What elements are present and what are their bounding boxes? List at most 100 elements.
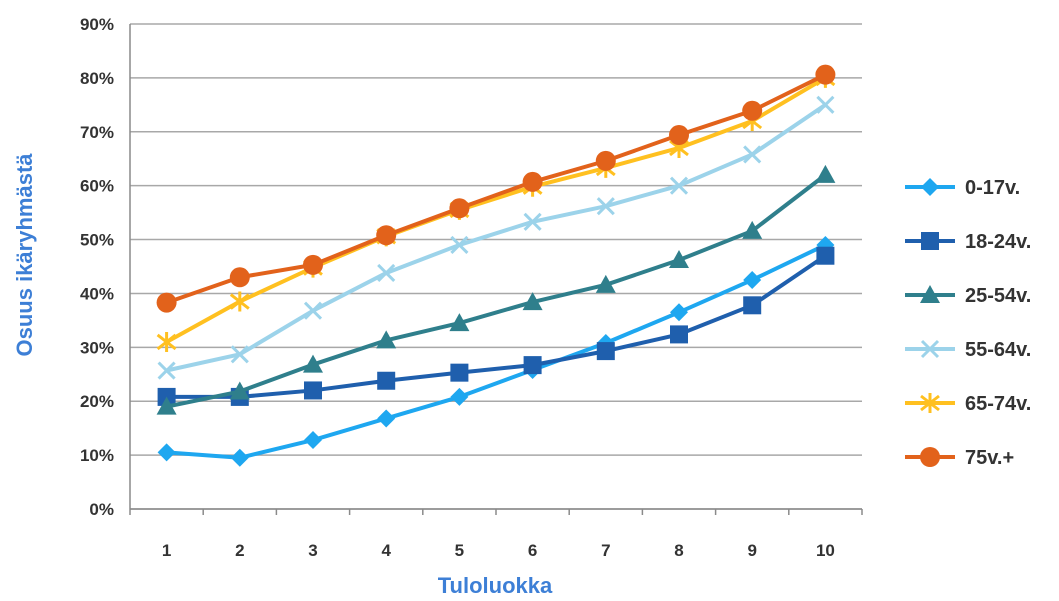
y-tick-label: 10% bbox=[80, 446, 114, 465]
data-point bbox=[156, 331, 177, 352]
data-point bbox=[229, 267, 250, 288]
data-point bbox=[450, 387, 469, 406]
gridlines bbox=[130, 23, 862, 510]
legend-item: 75v.+ bbox=[905, 447, 1014, 469]
data-point bbox=[230, 448, 249, 467]
data-point bbox=[156, 396, 177, 415]
data-point bbox=[304, 431, 322, 450]
axes: 0% 10% 20% 30% 40% 50% 60% 70% 80% 90% 1 2 3 4 5 6 7 8 9 10 bbox=[80, 15, 863, 560]
y-tick-label: 20% bbox=[80, 392, 114, 411]
x-tick-label: 1 bbox=[162, 541, 171, 560]
legend-label: 55-64v. bbox=[965, 339, 1031, 361]
data-point bbox=[670, 325, 688, 344]
data-point bbox=[523, 356, 542, 375]
series-75v.+ bbox=[156, 64, 836, 313]
data-point bbox=[742, 100, 763, 121]
x-tick-label: 8 bbox=[674, 541, 683, 560]
data-point bbox=[229, 381, 250, 400]
x-tick-label: 5 bbox=[455, 541, 464, 560]
y-tick-label: 80% bbox=[80, 69, 114, 88]
data-point bbox=[156, 292, 177, 313]
legend-label: 75v.+ bbox=[965, 447, 1014, 469]
series-0-17v. bbox=[157, 235, 835, 467]
data-point bbox=[449, 198, 470, 219]
data-point bbox=[670, 303, 688, 322]
legend-item: 0-17v. bbox=[905, 177, 1020, 199]
series-line bbox=[166, 173, 827, 409]
data-point bbox=[816, 246, 835, 265]
data-point bbox=[377, 371, 396, 390]
legend-item: 25-54v. bbox=[905, 285, 1031, 307]
data-point bbox=[595, 274, 616, 293]
x-tick-label: 7 bbox=[601, 541, 610, 560]
series-line bbox=[166, 243, 827, 460]
legend-item: 65-74v. bbox=[905, 393, 1031, 415]
data-point bbox=[450, 235, 469, 255]
series-line bbox=[165, 76, 827, 344]
y-axis-title: Osuus ikäryhmästä bbox=[12, 153, 37, 357]
data-point bbox=[669, 250, 689, 269]
data-point bbox=[743, 145, 762, 164]
legend-label: 25-54v. bbox=[965, 285, 1031, 307]
data-point bbox=[157, 361, 176, 380]
x-axis-title: Tuloluokka bbox=[438, 573, 553, 598]
data-point bbox=[449, 313, 470, 332]
data-point bbox=[816, 95, 835, 114]
legend-marker bbox=[920, 339, 940, 359]
data-point bbox=[596, 342, 615, 361]
data-point bbox=[743, 270, 762, 289]
y-tick-label: 40% bbox=[80, 284, 114, 303]
series-line bbox=[166, 103, 827, 373]
y-tick-label: 70% bbox=[80, 123, 114, 142]
legend-marker bbox=[920, 285, 940, 303]
legend-item: 55-64v. bbox=[905, 339, 1031, 361]
legend-marker bbox=[920, 447, 940, 467]
y-tick-label: 90% bbox=[80, 15, 114, 34]
data-point bbox=[376, 225, 397, 246]
y-tick-label: 0% bbox=[89, 500, 114, 519]
x-tick-label: 6 bbox=[528, 541, 537, 560]
legend-label: 65-74v. bbox=[965, 393, 1031, 415]
data-point bbox=[522, 171, 543, 192]
legend-item: 18-24v. bbox=[905, 231, 1031, 253]
data-point bbox=[303, 301, 323, 320]
x-tick-label: 2 bbox=[235, 541, 244, 560]
data-point bbox=[229, 291, 250, 312]
data-point bbox=[450, 363, 469, 382]
legend: 0-17v. 18-24v. 25-54v. 55-64v. 65-74v. 75v.+ bbox=[905, 177, 1031, 469]
data-point bbox=[230, 345, 249, 364]
series-65-74v. bbox=[156, 67, 836, 352]
data-point bbox=[669, 125, 689, 146]
legend-label: 0-17v. bbox=[965, 177, 1020, 199]
data-point bbox=[742, 220, 763, 239]
data-point bbox=[304, 381, 322, 400]
x-tick-label: 9 bbox=[747, 541, 756, 560]
y-tick-label: 50% bbox=[80, 231, 114, 250]
y-tick-label: 60% bbox=[80, 177, 114, 196]
series-line bbox=[165, 72, 827, 305]
data-point bbox=[523, 212, 542, 231]
data-point bbox=[522, 292, 543, 311]
data-point bbox=[376, 330, 397, 349]
data-point bbox=[303, 254, 323, 275]
series-55-64v. bbox=[157, 95, 835, 380]
x-tick-label: 10 bbox=[816, 541, 835, 560]
data-point bbox=[743, 296, 762, 315]
data-point bbox=[669, 176, 689, 195]
y-tick-label: 30% bbox=[80, 338, 114, 357]
data-point bbox=[815, 64, 836, 85]
legend-marker bbox=[921, 232, 939, 250]
series-lines bbox=[156, 64, 836, 467]
data-point bbox=[377, 263, 396, 283]
data-point bbox=[303, 354, 323, 373]
series-18-24v. bbox=[157, 246, 835, 406]
legend-marker bbox=[920, 393, 940, 413]
legend-marker bbox=[921, 178, 939, 196]
data-point bbox=[815, 164, 836, 183]
data-point bbox=[157, 443, 176, 462]
series-line bbox=[166, 254, 827, 399]
series-25-54v. bbox=[156, 164, 836, 415]
data-point bbox=[595, 150, 616, 171]
